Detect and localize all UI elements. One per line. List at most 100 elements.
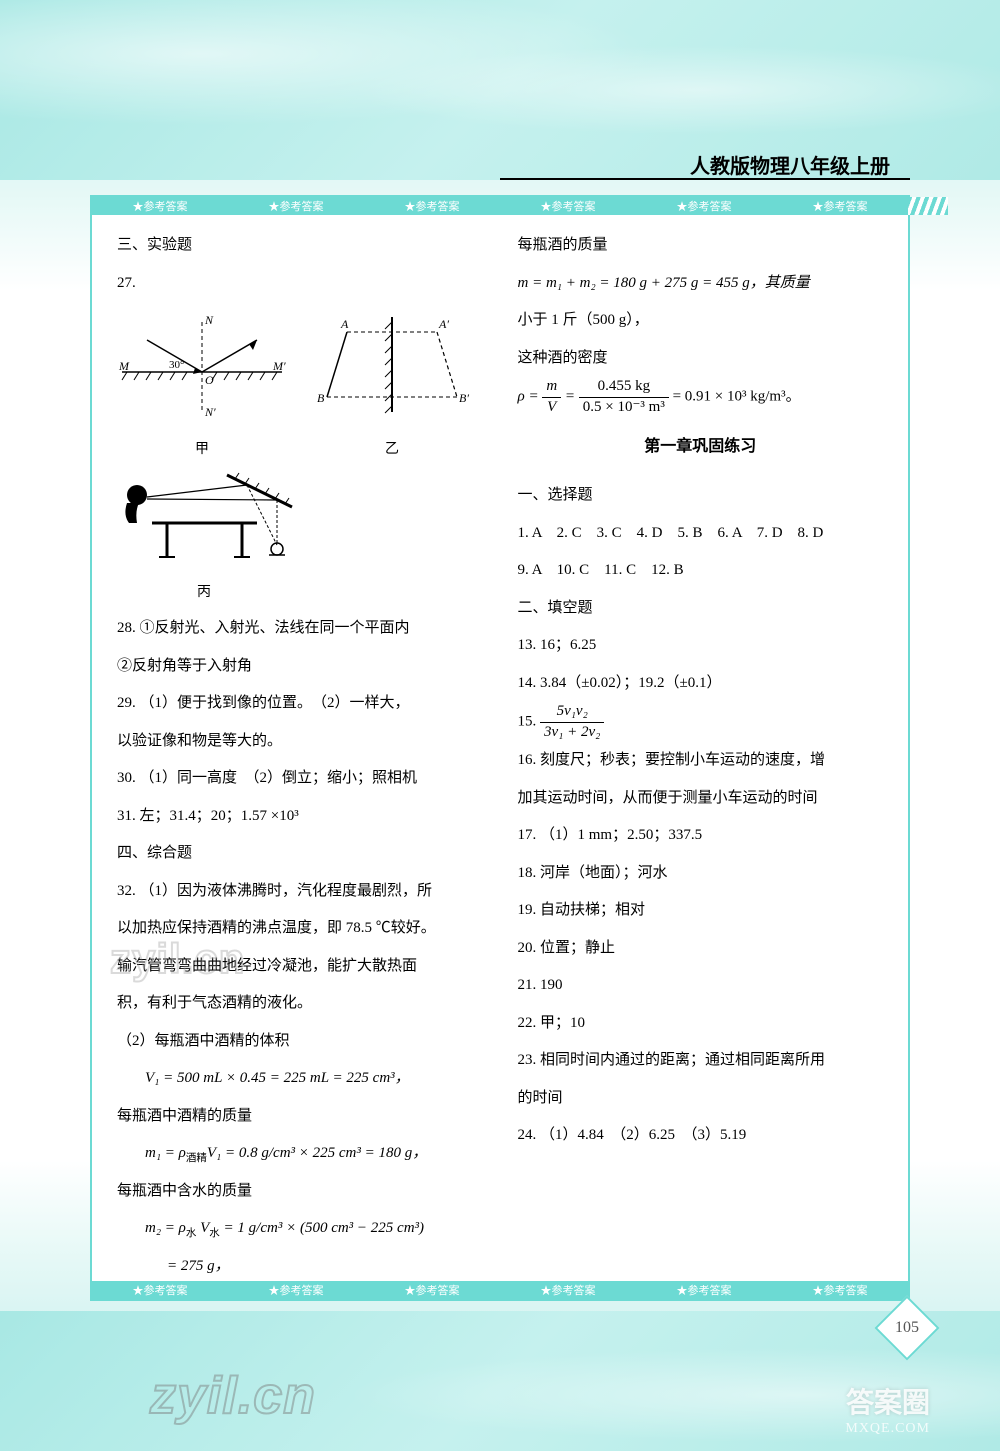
fb14: 14. 3.84（±0.02）；19.2（±0.1）: [518, 665, 884, 703]
rho-n1: m: [542, 377, 561, 398]
periscope-diagram-icon: [117, 465, 317, 565]
O-label: O: [205, 373, 214, 387]
fb23: 23. 相同时间内通过的距离；通过相同距离所用: [518, 1042, 884, 1080]
diagram-jia: 30° M M′ N N′ O 甲: [117, 312, 287, 459]
Np-label: N′: [204, 405, 216, 419]
A-label: A: [340, 317, 349, 331]
fb15-d: 3v₁ + 2v₂: [540, 723, 604, 743]
fb16: 16. 刻度尺；秒表；要控制小车运动的速度，增: [518, 742, 884, 780]
q29: 29. （1）便于找到像的位置。 （2）一样大，: [117, 685, 483, 723]
fb16b: 加其运动时间，从而便于测量小车运动的时间: [518, 780, 884, 818]
r4: 这种酒的密度: [518, 340, 884, 378]
q28b: ②反射角等于入射角: [117, 648, 483, 686]
reflection-diagram-icon: 30° M M′ N N′ O: [117, 312, 287, 422]
mc2: 9. A 10. C 11. C 12. B: [518, 552, 884, 590]
r2: m = m₁ + m₂ = 180 g + 275 g = 455 g，其质量: [518, 265, 884, 303]
rho-n2: 0.455 kg: [579, 377, 669, 398]
fb15-n: 5v₁v₂: [540, 702, 604, 723]
fb13: 13. 16；6.25: [518, 627, 884, 665]
fb17: 17. （1）1 mm；2.50；337.5: [518, 817, 884, 855]
q32d: 积，有利于气态酒精的液化。: [117, 985, 483, 1023]
fb20: 20. 位置；静止: [518, 930, 884, 968]
chapter-title: 第一章巩固练习: [518, 427, 884, 467]
columns: 三、实验题 27.: [117, 227, 883, 1269]
angle-label: 30°: [169, 359, 184, 371]
m1-rhs: V₁ = 0.8 g/cm³ × 225 cm³ = 180 g，: [207, 1145, 427, 1161]
fb21: 21. 190: [518, 967, 884, 1005]
Ap-label: A′: [438, 317, 449, 331]
banner-text: ★参考答案: [405, 198, 460, 214]
q31: 31. 左；31.4；20；1.57 ×10³: [117, 798, 483, 836]
B-label: B: [317, 391, 325, 405]
mirror-diagram-icon: A A′ B B′: [307, 312, 477, 422]
q28: 28. ①反射光、入射光、法线在同一个平面内: [117, 610, 483, 648]
q32g: 每瓶酒中含水的质量: [117, 1173, 483, 1211]
Mp-label: M′: [272, 359, 286, 373]
q32-m2-res: = 275 g，: [117, 1248, 483, 1286]
banner-stripes: [908, 197, 948, 215]
V1-formula: V₁ = 500 mL × 0.45 = 225 mL = 225 cm³，: [145, 1070, 410, 1086]
m2-sub: 水: [186, 1228, 197, 1239]
q30: 30. （1）同一高度 （2）倒立；缩小；照相机: [117, 760, 483, 798]
rho-d1: V: [542, 398, 561, 418]
header-underline: [500, 178, 910, 180]
banner-text: ★参考答案: [133, 198, 188, 214]
rho-formula: ρ = m V = 0.455 kg 0.5 × 10⁻³ m³ = 0.91 …: [518, 377, 884, 417]
banner-text: ★参考答案: [813, 198, 868, 214]
m2-rhs: = 1 g/cm³ × (500 cm³ − 225 cm³): [220, 1220, 424, 1236]
content-frame: ★参考答案 ★参考答案 ★参考答案 ★参考答案 ★参考答案 ★参考答案 ★参考答…: [90, 195, 910, 1301]
corner-logo: 答案圈: [846, 1381, 930, 1421]
q32e: （2）每瓶酒中酒精的体积: [117, 1023, 483, 1061]
right-column: 每瓶酒的质量 m = m₁ + m₂ = 180 g + 275 g = 455…: [518, 227, 884, 1269]
Bp-label: B′: [459, 391, 469, 405]
rho-frac2: 0.455 kg 0.5 × 10⁻³ m³: [579, 377, 669, 417]
N-label: N: [204, 313, 214, 327]
fb19: 19. 自动扶梯；相对: [518, 892, 884, 930]
q32-m1: m₁ = ρ酒精V₁ = 0.8 g/cm³ × 225 cm³ = 180 g…: [117, 1135, 483, 1173]
q29b: 以验证像和物是等大的。: [117, 723, 483, 761]
fb23b: 的时间: [518, 1080, 884, 1118]
banner-text: ★参考答案: [269, 198, 324, 214]
diagram-row-1: 30° M M′ N N′ O 甲: [117, 312, 483, 459]
rho-frac1: m V: [542, 377, 561, 417]
section-3-title: 三、实验题: [117, 227, 483, 265]
banner-text: ★参考答案: [677, 198, 732, 214]
diagram-yi-label: 乙: [307, 440, 477, 460]
q32b: 以加热应保持酒精的沸点温度，即 78.5 ℃较好。: [117, 910, 483, 948]
m1-lhs: m₁ = ρ: [145, 1145, 186, 1161]
diagram-bing-label: 丙: [197, 583, 483, 603]
diagram-yi: A A′ B B′ 乙: [307, 312, 477, 459]
rho-lhs: ρ =: [518, 388, 543, 404]
m2-lhs: m₂ = ρ: [145, 1220, 186, 1236]
m2-sub2: 水: [209, 1228, 220, 1239]
corner-logo-sub: MXQE.COM: [845, 1421, 930, 1437]
banner-text: ★参考答案: [541, 1282, 596, 1298]
header-title: 人教版物理八年级上册: [690, 150, 890, 179]
q32-m2: m₂ = ρ水 V水 = 1 g/cm³ × (500 cm³ − 225 cm…: [117, 1210, 483, 1248]
m2-mid: V: [196, 1220, 209, 1236]
rho-res: = 0.91 × 10³ kg/m³。: [673, 388, 801, 404]
q32a: 32. （1）因为液体沸腾时，汽化程度最剧烈，所: [117, 873, 483, 911]
mc-title: 一、选择题: [518, 477, 884, 515]
rho-eq: =: [565, 388, 579, 404]
fb15-frac: 5v₁v₂ 3v₁ + 2v₂: [540, 702, 604, 742]
diagram-bing: 丙: [117, 465, 483, 602]
rho-d2: 0.5 × 10⁻³ m³: [579, 398, 669, 418]
fb18: 18. 河岸（地面）；河水: [518, 855, 884, 893]
r3: 小于 1 斤（500 g），: [518, 302, 884, 340]
fb22: 22. 甲；10: [518, 1005, 884, 1043]
fb24: 24. （1）4.84 （2）6.25 （3）5.19: [518, 1117, 884, 1155]
fb-title: 二、填空题: [518, 590, 884, 628]
q32c: 输汽管弯弯曲曲地经过冷凝池，能扩大散热面: [117, 948, 483, 986]
q32-V1: V₁ = 500 mL × 0.45 = 225 mL = 225 cm³，: [117, 1060, 483, 1098]
q27-label: 27.: [117, 265, 483, 303]
banner-text: ★参考答案: [541, 198, 596, 214]
diagram-jia-label: 甲: [117, 440, 287, 460]
left-column: 三、实验题 27.: [117, 227, 483, 1269]
banner-text: ★参考答案: [677, 1282, 732, 1298]
r1: 每瓶酒的质量: [518, 227, 884, 265]
section-4-title: 四、综合题: [117, 835, 483, 873]
fb15-lhs: 15.: [518, 713, 541, 729]
banner-text: ★参考答案: [813, 1282, 868, 1298]
mc1: 1. A 2. C 3. C 4. D 5. B 6. A 7. D 8. D: [518, 515, 884, 553]
